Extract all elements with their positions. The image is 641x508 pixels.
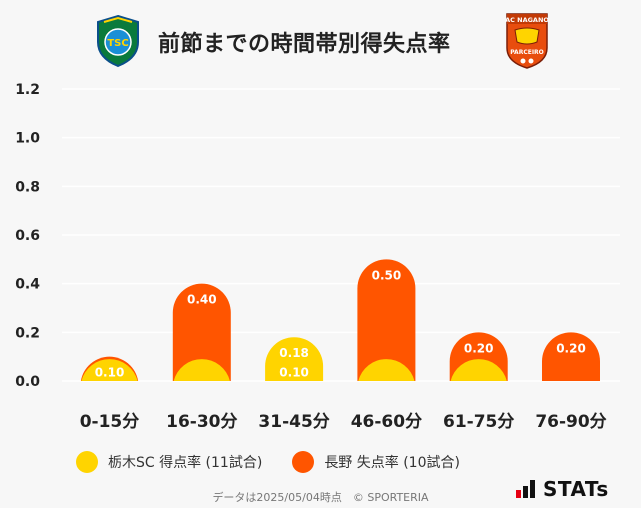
bar-tochigi-1: [173, 359, 230, 381]
tochigi-sc-logo: TSC: [97, 14, 139, 68]
bar-chart: 0.0 0.2 0.4 0.6 0.8 1.0 1.2 0.10 0-15分 0.40 16-30分…: [15, 82, 607, 432]
bar-nagano-3: [357, 259, 416, 381]
legend-item-nagano: 長野 失点率 (10試合): [292, 451, 460, 473]
data-label-nagano-2: 0.10: [279, 366, 309, 380]
data-label-nagano-5: 0.20: [556, 341, 586, 355]
legend-swatch-nagano: [292, 451, 315, 473]
bar-tochigi-3: [358, 359, 415, 381]
y-tick-label-5: 1.0: [15, 131, 40, 147]
y-tick-label-3: 0.6: [15, 228, 40, 244]
bar-nagano-1: [172, 283, 231, 381]
footer-note: データは2025/05/04時点 © SPORTERIA: [212, 491, 429, 504]
stats-wordmark: STATs: [543, 477, 609, 501]
legend-item-tochigi: 栃木SC 得点率 (11試合): [76, 451, 262, 473]
bar-nagano-5: [542, 332, 600, 381]
x-tick-label-4: 61-75分: [443, 412, 514, 432]
y-tick-label-2: 0.4: [15, 277, 40, 293]
bar-tochigi-0: [81, 359, 138, 381]
data-label-nagano-3: 0.50: [372, 268, 402, 282]
nagano-logo-top-text: AC NAGANO: [505, 16, 549, 24]
y-tick-label-6: 1.2: [15, 82, 40, 98]
data-label-nagano-0: 0.10: [95, 366, 125, 380]
y-tick-label-0: 0.0: [15, 374, 40, 390]
x-tick-label-2: 31-45分: [258, 412, 329, 432]
chart-title: 前節までの時間帯別得失点率: [158, 32, 451, 57]
x-tick-label-0: 0-15分: [80, 412, 140, 432]
legend-swatch-tochigi: [76, 451, 98, 473]
legend-label-nagano: 長野 失点率 (10試合): [324, 455, 460, 471]
data-label-tochigi-2: 0.18: [279, 346, 309, 360]
tochigi-logo-text: TSC: [107, 38, 128, 49]
bar-tochigi-4: [450, 359, 507, 381]
stats-brand: STATs: [516, 477, 609, 501]
x-tick-label-3: 46-60分: [351, 412, 422, 432]
y-tick-label-4: 0.8: [15, 179, 40, 195]
chart-header: TSC 前節までの時間帯別得失点率 AC NAGANO PARCEIRO: [0, 0, 641, 84]
chart-legend: 栃木SC 得点率 (11試合) 長野 失点率 (10試合): [76, 449, 490, 475]
nagano-logo-bottom-text: PARCEIRO: [510, 49, 544, 56]
ac-nagano-parceiro-logo: AC NAGANO PARCEIRO: [505, 13, 549, 69]
data-label-nagano-1: 0.40: [187, 293, 217, 307]
y-tick-label-1: 0.2: [15, 325, 40, 341]
data-label-nagano-4: 0.20: [464, 341, 494, 355]
x-tick-label-5: 76-90分: [535, 412, 606, 432]
stats-logo-icon: [516, 480, 537, 498]
bar-tochigi-2: [265, 337, 324, 381]
x-tick-label-1: 16-30分: [166, 412, 237, 432]
legend-label-tochigi: 栃木SC 得点率 (11試合): [108, 455, 263, 471]
